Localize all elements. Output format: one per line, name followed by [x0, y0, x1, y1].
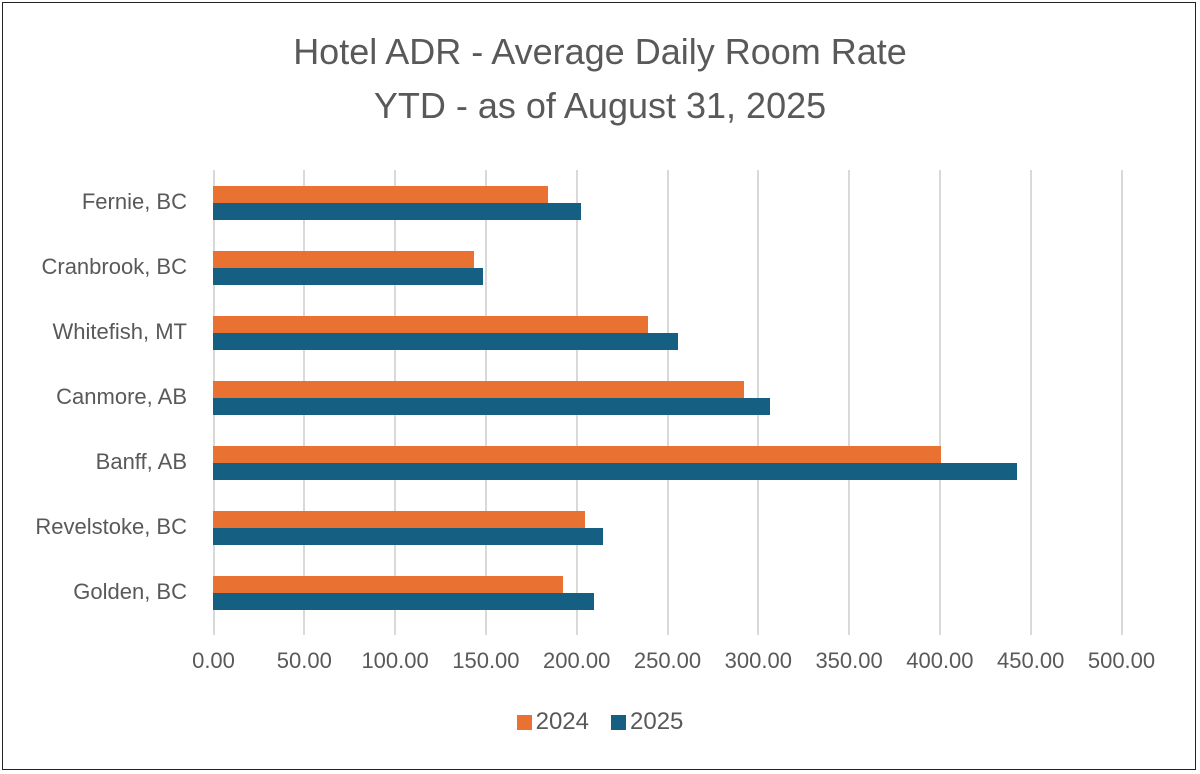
legend-swatch-2025 — [611, 714, 626, 730]
x-tick-label: 0.00 — [192, 648, 235, 673]
bar-2024 — [213, 186, 549, 203]
x-tick-label: 200.00 — [543, 648, 611, 673]
gridline — [1120, 170, 1123, 635]
category-label: Revelstoke, BC — [35, 514, 187, 539]
bar-2024 — [213, 316, 649, 333]
gridline — [1029, 170, 1032, 635]
x-tick-label: 50.00 — [276, 648, 332, 673]
legend-swatch-2024 — [516, 714, 532, 730]
bar-2025 — [213, 203, 582, 220]
category-label: Canmore, AB — [56, 384, 187, 409]
x-tick-label: 150.00 — [452, 648, 520, 673]
bar-2024 — [213, 511, 586, 528]
legend-item-2025: 2025 — [611, 708, 683, 736]
x-tick-label: 450.00 — [997, 648, 1065, 673]
chart-title: Hotel ADR - Average Daily Room Rate — [293, 31, 907, 72]
legend-item-2024: 2024 — [516, 708, 589, 736]
chart-subtitle: YTD - as of August 31, 2025 — [373, 85, 827, 126]
x-tick-label: 100.00 — [361, 648, 429, 673]
category-label: Fernie, BC — [81, 189, 187, 214]
x-tick-label: 350.00 — [815, 648, 883, 673]
category-label: Whitefish, MT — [52, 319, 187, 344]
category-label: Cranbrook, BC — [41, 254, 187, 279]
bar-2025 — [213, 528, 604, 545]
bar-2024 — [213, 446, 942, 463]
bar-2025 — [213, 333, 678, 350]
x-tick-label: 500.00 — [1087, 648, 1156, 673]
gridline — [938, 170, 941, 635]
legend-label-2025: 2025 — [630, 708, 684, 735]
bar-2025 — [213, 398, 770, 415]
bar-2024 — [213, 576, 563, 593]
category-label: Banff, AB — [95, 449, 187, 474]
bar-2025 — [213, 593, 595, 610]
gridline — [848, 170, 851, 635]
legend-label-2024: 2024 — [535, 708, 589, 735]
bar-2024 — [213, 251, 474, 268]
x-tick-label: 250.00 — [633, 648, 702, 673]
legend: 2024 2025 — [0, 708, 1200, 736]
x-tick-label: 300.00 — [724, 648, 792, 673]
bar-2025 — [213, 268, 483, 285]
bar-2024 — [213, 381, 744, 398]
x-tick-label: 400.00 — [906, 648, 974, 673]
category-label: Golden, BC — [73, 579, 187, 604]
bar-2025 — [213, 463, 1018, 480]
